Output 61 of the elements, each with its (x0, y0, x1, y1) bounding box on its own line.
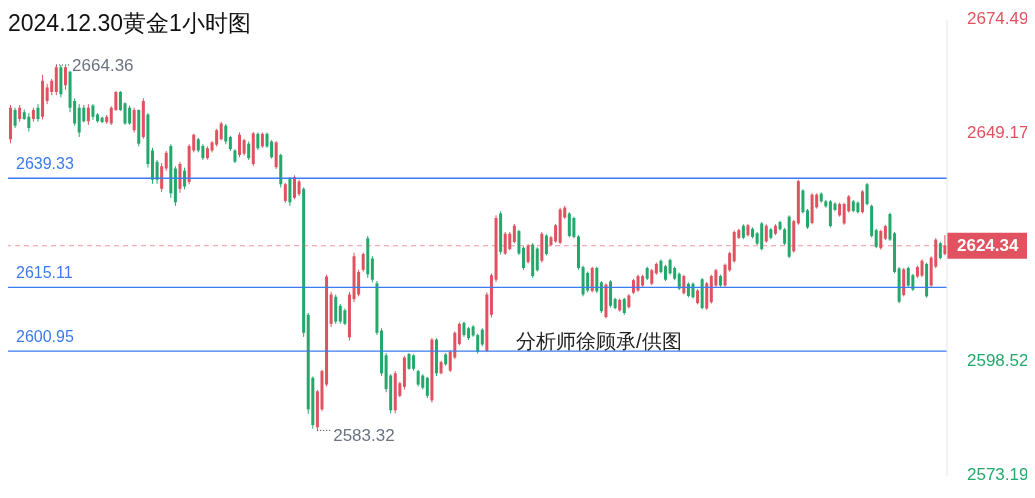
candlestick (238, 131, 242, 158)
candlestick (128, 104, 132, 126)
y-tick-label: 2649.17 (967, 123, 1029, 143)
y-tick-label: 2674.49 (967, 9, 1029, 29)
candlestick (86, 103, 90, 126)
candlestick (860, 189, 864, 215)
candlestick (590, 266, 594, 293)
candlestick (118, 90, 122, 112)
candlestick (27, 112, 31, 133)
candlestick (361, 252, 365, 273)
chart-title: 2024.12.30黄金1小时图 (8, 9, 251, 38)
candlestick (370, 255, 374, 283)
candlestick (123, 101, 127, 126)
candlestick (865, 182, 869, 206)
ref-line-label: 2615.11 (16, 264, 73, 282)
candlestick (425, 376, 429, 399)
candlestick (595, 266, 599, 294)
candlestick (164, 150, 168, 172)
candlestick (288, 176, 292, 207)
candlestick (13, 107, 17, 129)
candlestick (572, 216, 576, 239)
candlestick (512, 223, 516, 244)
candlestick (63, 65, 67, 91)
candlestick (508, 231, 512, 251)
candlestick (874, 228, 878, 249)
candlestick (219, 121, 223, 141)
candlestick (338, 303, 342, 325)
candlestick (682, 274, 686, 296)
y-tick-label: 2573.19 (967, 465, 1029, 485)
candlestick (906, 266, 910, 288)
candlestick (292, 174, 296, 200)
annotation: 2583.32 (333, 425, 395, 445)
candlestick (480, 327, 484, 347)
annotation: 2664.36 (72, 56, 134, 76)
candlestick (586, 271, 590, 293)
candlestick (801, 188, 805, 215)
candlestick (943, 234, 947, 256)
candlestick (160, 162, 164, 193)
candlestick (806, 208, 810, 230)
annotation: 分析师徐顾承/供图 (516, 329, 682, 354)
candlestick (283, 182, 287, 204)
candlestick (457, 321, 461, 346)
candlestick (522, 245, 526, 271)
candlestick (535, 246, 539, 273)
candlestick (879, 229, 883, 251)
candlestick (45, 83, 49, 105)
candlestick (247, 140, 251, 161)
candlestick (544, 233, 548, 256)
candlestick (503, 231, 507, 256)
y-tick-label: 2598.52 (967, 351, 1029, 371)
candlestick (526, 243, 530, 264)
candlestick (517, 229, 521, 256)
ref-line-label: 2639.33 (16, 155, 74, 173)
candlestick (554, 223, 558, 244)
candlestick (224, 123, 228, 145)
candlestick (764, 223, 768, 244)
candlestick (132, 107, 136, 133)
candlestick (155, 159, 159, 185)
candlestick (567, 211, 571, 238)
ref-line-label: 2624.34 (957, 236, 1019, 256)
ref-line-label: 2600.95 (16, 328, 74, 346)
